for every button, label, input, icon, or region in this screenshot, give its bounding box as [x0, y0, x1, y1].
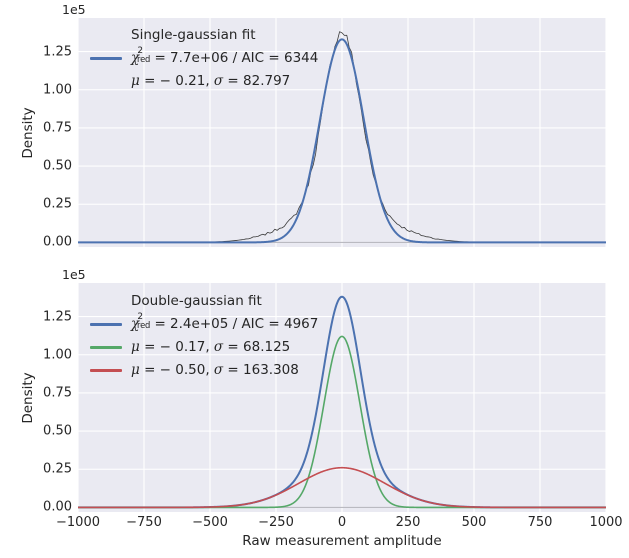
- legend-title-label-top: Single-gaussian fit: [131, 26, 256, 43]
- y-tick-label: 0.25: [43, 461, 72, 477]
- y-tick-label: 0.50: [43, 423, 72, 439]
- legend-line-swatch-green: [88, 336, 124, 359]
- legend-top: Single-gaussian fit χ 2 red = 7.7e+06 / AI…: [88, 24, 318, 93]
- legend-label-chi2-aic-top: χ 2 red = 7.7e+06 / AIC = 6344: [131, 46, 319, 66]
- legend-row-chi2-bottom: χ 2 red = 2.4e+05 / AIC = 4967: [88, 313, 318, 336]
- plot-area-bottom: [78, 283, 606, 512]
- y-tick-label: 0.75: [43, 120, 72, 136]
- axes-panel-top: [78, 18, 606, 247]
- y-axis-label-top: Density: [20, 107, 36, 159]
- legend-label-narrow-component: μ = − 0.17, σ = 68.125: [131, 338, 291, 355]
- y-tick-labels-bottom: 0.00 0.25 0.50 0.75 1.00 1.25: [0, 283, 72, 515]
- legend-line-swatch-red: [88, 359, 124, 382]
- y-tick-label: 0.25: [43, 196, 72, 212]
- x-tick-label: 750: [527, 515, 553, 530]
- legend-label-mu-sigma-top: μ = − 0.21, σ = 82.797: [131, 72, 291, 89]
- legend-label-chi2-aic-bottom: χ 2 red = 2.4e+05 / AIC = 4967: [131, 312, 319, 332]
- legend-title-row-top: Single-gaussian fit: [88, 24, 318, 47]
- legend-row-chi2-top: χ 2 red = 7.7e+06 / AIC = 6344: [88, 47, 318, 70]
- legend-title-row-bottom: Double-gaussian fit: [88, 290, 318, 313]
- legend-swatch-blank: [88, 24, 124, 47]
- y-tick-label: 1.00: [43, 82, 72, 98]
- x-tick-label: 250: [395, 515, 421, 530]
- y-offset-text-bottom: 1e5: [62, 267, 86, 282]
- x-tick-label: 0: [337, 515, 347, 530]
- legend-label-broad-component: μ = − 0.50, σ = 163.308: [131, 361, 299, 378]
- y-tick-label: 1.25: [43, 44, 72, 60]
- y-tick-label: 0.75: [43, 385, 72, 401]
- x-axis-label: Raw measurement amplitude: [242, 533, 442, 549]
- plot-area-top: [78, 18, 606, 247]
- y-axis-label-bottom: Density: [20, 372, 36, 424]
- x-tick-label: −750: [126, 515, 162, 530]
- x-tick-label: 1000: [589, 515, 623, 530]
- legend-line-swatch-blue: [88, 313, 124, 336]
- y-tick-label: 0.50: [43, 158, 72, 174]
- x-tick-label: −1000: [56, 515, 100, 530]
- legend-row-broad-bottom: μ = − 0.50, σ = 163.308: [88, 359, 318, 382]
- axes-panel-bottom: [78, 283, 606, 512]
- y-tick-label: 0.00: [43, 234, 72, 250]
- x-tick-label: −250: [258, 515, 294, 530]
- y-tick-label: 1.25: [43, 309, 72, 325]
- y-tick-label: 1.00: [43, 347, 72, 363]
- x-tick-label: 500: [461, 515, 487, 530]
- x-tick-label: −500: [192, 515, 228, 530]
- legend-row-params-top: μ = − 0.21, σ = 82.797: [88, 70, 318, 93]
- legend-title-label-bottom: Double-gaussian fit: [131, 292, 262, 309]
- legend-bottom: Double-gaussian fit χ 2 red = 2.4e+05 / AI…: [88, 290, 318, 382]
- y-offset-text-top: 1e5: [62, 2, 86, 17]
- y-tick-label: 0.00: [43, 499, 72, 515]
- y-tick-labels-top: 0.00 0.25 0.50 0.75 1.00 1.25: [0, 18, 72, 250]
- legend-swatch-blank: [88, 290, 124, 313]
- legend-row-narrow-bottom: μ = − 0.17, σ = 68.125: [88, 336, 318, 359]
- legend-line-swatch-blue: [88, 47, 124, 70]
- legend-swatch-blank: [88, 70, 124, 93]
